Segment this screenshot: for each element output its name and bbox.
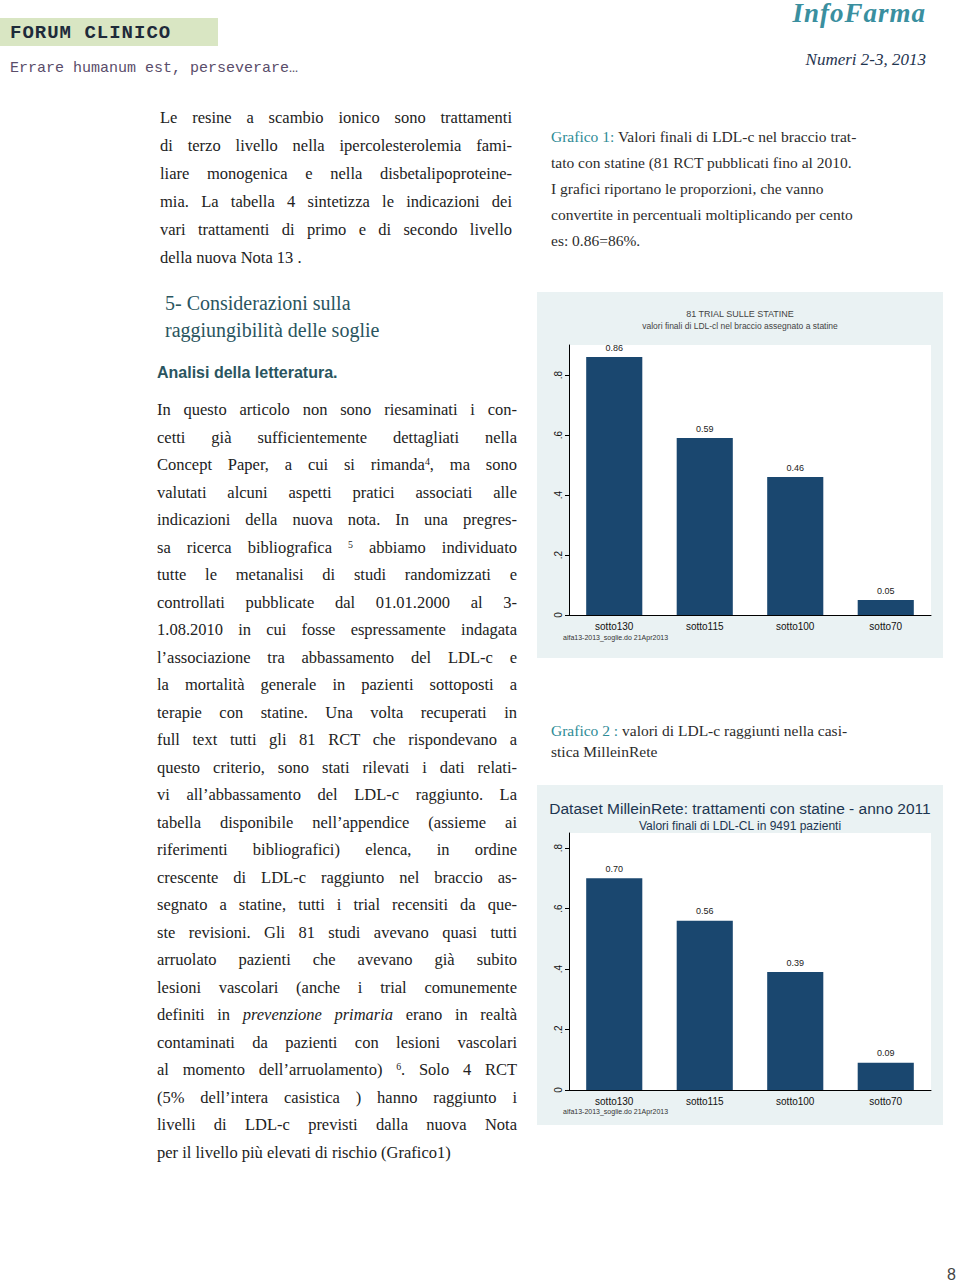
svg-text:sotto100: sotto100: [776, 621, 815, 632]
html-text:terapie con statine. Una volta: terapie con statine. Una volta recuperat…: [157, 702, 517, 722]
html-text:vi all’abbassamento del LDL-c: vi all’abbassamento del LDL-c raggiunto.…: [157, 785, 517, 804]
svg-text:0: 0: [553, 612, 564, 618]
html-text:valutati alcuni aspetti pratic: valutati alcuni aspetti pratici associat…: [157, 482, 517, 502]
svg-text:Dataset MilleinRete: trattamen: Dataset MilleinRete: trattamenti con sta…: [549, 800, 930, 817]
svg-text:0.86: 0.86: [605, 343, 623, 353]
html-text:cetti già sufficientemente det: cetti già sufficientemente dettagliati n…: [157, 427, 517, 447]
html-text:Concept Paper, a cui si rimand: Concept Paper, a cui si rimanda4, ma son…: [157, 455, 517, 474]
html-text:Grafico 2 : valori di LDL-c ra: Grafico 2 : valori di LDL-c raggiunti ne…: [551, 722, 848, 739]
html-text:la mortalità generale in pazie: la mortalità generale in pazienti sottop…: [157, 675, 517, 694]
html-text:mia. La tabella 4 sintetizza l: mia. La tabella 4 sintetizza le indicazi…: [160, 192, 512, 211]
html-text:tato con statine (81 RCT pubbl: tato con statine (81 RCT pubblicati fino…: [551, 154, 852, 171]
html-text:Numeri 2-3, 2013: Numeri 2-3, 2013: [805, 50, 926, 69]
html-text:es: 0.86=86%.: es: 0.86=86%.: [551, 232, 641, 249]
html-text:I grafici riportano le proporz: I grafici riportano le proporzioni, che …: [551, 180, 824, 197]
svg-text:0.46: 0.46: [786, 463, 804, 473]
svg-text:sotto115: sotto115: [686, 1096, 724, 1107]
svg-text:81 TRIAL SULLE STATINE: 81 TRIAL SULLE STATINE: [686, 309, 794, 319]
svg-text:aifa13-2013_soglie.do 21Apr201: aifa13-2013_soglie.do 21Apr2013: [563, 1108, 668, 1116]
html-text:indicazioni della nuova nota.: indicazioni della nuova nota. In una pre…: [157, 510, 517, 529]
html-text:raggiungibilità delle soglie: raggiungibilità delle soglie: [165, 319, 380, 341]
svg-text:0.05: 0.05: [877, 586, 895, 596]
svg-text:sotto70: sotto70: [869, 1096, 902, 1107]
html-text:livelli di LDL-c previsti dall: livelli di LDL-c previsti dalla nuova No…: [157, 1115, 517, 1134]
html-text:Grafico 1: Valori finali di LD: Grafico 1: Valori finali di LDL-c nel br…: [551, 128, 857, 145]
html-text:lesioni vascolari (anche i tri: lesioni vascolari (anche i trial comunem…: [157, 977, 517, 997]
svg-text:sotto100: sotto100: [776, 1096, 815, 1107]
svg-text:.6: .6: [553, 430, 564, 439]
html-text:tutte le metanalisi di studi r: tutte le metanalisi di studi randomizzat…: [157, 565, 517, 584]
svg-text:.8: .8: [553, 844, 564, 853]
svg-text:aifa13-2013_soglie.do 21Apr201: aifa13-2013_soglie.do 21Apr2013: [563, 634, 668, 642]
html-text:ste revisioni. Gli 81 studi av: ste revisioni. Gli 81 studi avevano quas…: [157, 922, 517, 942]
html-text:convertite in percentuali molt: convertite in percentuali moltiplicando …: [551, 206, 853, 223]
svg-text:valori finali di LDL-cl nel br: valori finali di LDL-cl nel braccio asse…: [642, 321, 838, 331]
svg-text:0.09: 0.09: [877, 1048, 895, 1058]
html-text:sa ricerca bibliografica5abbia: sa ricerca bibliografica5abbiamo individ…: [157, 537, 517, 557]
svg-text:sotto70: sotto70: [869, 621, 902, 632]
html-text:Analisi della letteratura.: Analisi della letteratura.: [157, 364, 338, 381]
html-text:1.08.2010 in cui fosse espress: 1.08.2010 in cui fosse espressamente ind…: [157, 620, 517, 639]
html-text:questo criterio, sono stati ri: questo criterio, sono stati rilevati i d…: [157, 757, 517, 777]
html-text:(5% dell’intera casistica ) ha: (5% dell’intera casistica ) hanno raggiu…: [157, 1087, 517, 1107]
html-text:Le resine a scambio ionico son: Le resine a scambio ionico sono trattame…: [160, 108, 512, 127]
html-text:stica MilleinRete: stica MilleinRete: [551, 743, 658, 760]
svg-text:.8: .8: [553, 370, 564, 379]
html-text:controllati pubblicate dal 01.: controllati pubblicate dal 01.01.2000 al…: [157, 592, 517, 612]
html-text:della nuova Nota 13 .: della nuova Nota 13 .: [160, 248, 302, 267]
svg-text:.4: .4: [553, 490, 564, 499]
html-text:di terzo livello nella ipercol: di terzo livello nella ipercolesterolemi…: [160, 136, 512, 155]
html-text:segnato a statine, tutti i tri: segnato a statine, tutti i trial recensi…: [157, 895, 517, 914]
html-text:In questo articolo non sono ri: In questo articolo non sono riesaminati …: [157, 400, 517, 419]
html-text:Errare humanum est, perseverar: Errare humanum est, perseverare…: [10, 60, 298, 77]
svg-text:Valori finali di LDL-CL in 949: Valori finali di LDL-CL in 9491 pazienti: [639, 819, 841, 833]
html-text:tabella disponibile nell’appen: tabella disponibile nell’appendice (assi…: [157, 812, 517, 832]
html-text:FORUM CLINICO: FORUM CLINICO: [10, 22, 172, 44]
html-text:l’associazione tra abbassament: l’associazione tra abbassamento del LDL-…: [157, 647, 517, 667]
svg-text:sotto130: sotto130: [595, 1096, 634, 1107]
html-text:al momento dell’arruolamento)6: al momento dell’arruolamento)6. Solo 4 R…: [157, 1060, 517, 1079]
html-text:contaminati da pazienti con le: contaminati da pazienti con lesioni vasc…: [157, 1032, 517, 1052]
svg-text:.2: .2: [553, 1025, 564, 1034]
html-text:per il livello più elevati di: per il livello più elevati di rischio (G…: [157, 1142, 451, 1162]
html-text:vari trattamenti di primo e di: vari trattamenti di primo e di secondo l…: [160, 220, 512, 239]
html-text:5- Considerazioni sulla: 5- Considerazioni sulla: [165, 292, 351, 314]
svg-text:.6: .6: [553, 904, 564, 913]
svg-text:0.39: 0.39: [786, 958, 804, 968]
svg-text:0.70: 0.70: [605, 864, 623, 874]
html-text:full text tutti gli 81 RCT che: full text tutti gli 81 RCT che rispondev…: [157, 730, 517, 749]
svg-text:0.56: 0.56: [696, 906, 714, 916]
html-text:riferimenti bibliografici) ele: riferimenti bibliografici) elenca, in or…: [157, 840, 517, 859]
svg-text:.2: .2: [553, 550, 564, 559]
svg-text:sotto115: sotto115: [686, 621, 724, 632]
svg-text:sotto130: sotto130: [595, 621, 634, 632]
svg-text:.4: .4: [553, 964, 564, 973]
html-text:liare monogenica e nella disbe: liare monogenica e nella disbetalipoprot…: [160, 164, 512, 183]
html-text:definiti in prevenzione primar: definiti in prevenzione primaria erano i…: [157, 1005, 517, 1024]
svg-text:0: 0: [553, 1087, 564, 1093]
html-text:8: 8: [947, 1266, 956, 1283]
svg-text:0.59: 0.59: [696, 424, 714, 434]
html-text:arruolato pazienti che avevano: arruolato pazienti che avevano già subit…: [157, 950, 517, 969]
html-text:crescente di LDL-c raggiunto n: crescente di LDL-c raggiunto nel braccio…: [157, 867, 517, 887]
